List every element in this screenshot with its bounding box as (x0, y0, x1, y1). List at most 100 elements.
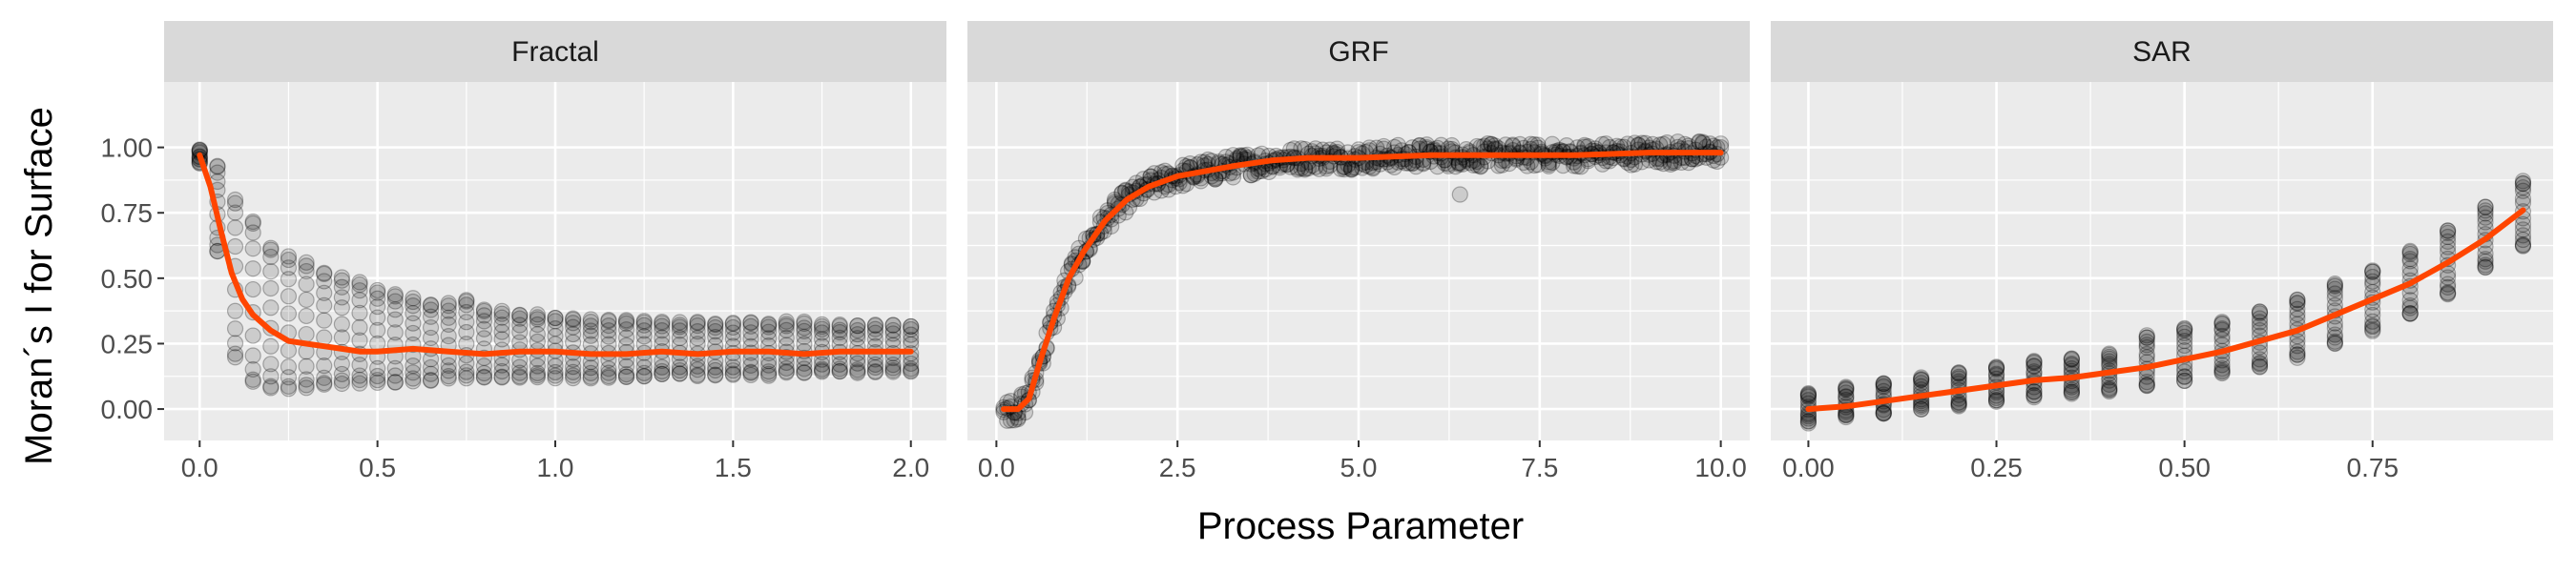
data-point (1987, 392, 2005, 409)
data-point (511, 317, 529, 334)
data-point (333, 289, 350, 306)
data-point (1386, 158, 1403, 176)
data-point (2477, 214, 2494, 231)
data-point (529, 326, 546, 343)
data-point (742, 315, 759, 332)
data-point (244, 371, 261, 388)
data-point (440, 316, 457, 334)
data-point (565, 315, 582, 332)
data-point (582, 322, 599, 339)
data-point (1987, 392, 2005, 409)
data-point (333, 356, 350, 373)
data-point (2440, 228, 2457, 246)
data-point (582, 370, 599, 387)
data-point (2213, 360, 2231, 378)
data-point (2289, 300, 2306, 317)
data-point (884, 363, 902, 380)
data-point (1913, 400, 1930, 418)
data-point (2101, 376, 2118, 393)
data-point (600, 317, 617, 335)
data-point (1950, 398, 1967, 415)
data-point (458, 303, 475, 321)
y-tick-label: 0.75 (101, 198, 154, 228)
data-point (2213, 314, 2231, 331)
data-point (1519, 157, 1536, 174)
data-point (316, 375, 333, 392)
data-point (226, 237, 244, 255)
data-point (903, 317, 920, 336)
data-point (884, 331, 902, 348)
data-point (369, 374, 386, 391)
data-point (458, 293, 475, 310)
data-point (475, 301, 493, 318)
data-point (903, 326, 920, 343)
data-point (2289, 346, 2306, 363)
x-tick-label: 0.0 (978, 453, 1015, 482)
data-point (2213, 362, 2231, 379)
data-point (2251, 355, 2269, 372)
data-point (405, 370, 422, 387)
data-point (1987, 358, 2005, 376)
data-point (1006, 412, 1023, 429)
data-point (1224, 147, 1242, 164)
data-point (475, 313, 493, 330)
y-tick-label: 0.25 (101, 329, 154, 358)
data-point (2289, 346, 2306, 363)
data-point (333, 329, 350, 346)
data-point (2138, 333, 2155, 351)
data-point (778, 359, 795, 378)
x-tick-label: 0.5 (359, 453, 396, 482)
data-point (280, 358, 298, 376)
data-point (2477, 198, 2494, 215)
data-point (2063, 381, 2080, 398)
data-point (2138, 338, 2155, 357)
data-point (458, 367, 475, 384)
data-point (386, 374, 404, 391)
data-point (565, 325, 582, 343)
data-point (1623, 156, 1640, 174)
data-point (2514, 179, 2532, 196)
data-point (2326, 319, 2343, 337)
data-point (742, 363, 759, 380)
data-point (2176, 368, 2193, 385)
data-point (866, 362, 884, 380)
data-point (1669, 133, 1687, 151)
data-point (565, 358, 582, 376)
data-point (1572, 158, 1589, 175)
data-point (369, 367, 386, 385)
data-point (2440, 276, 2457, 293)
data-point (903, 320, 920, 338)
data-point (600, 360, 617, 378)
data-point (1913, 370, 1930, 388)
data-point (689, 323, 706, 340)
data-point (2289, 294, 2306, 312)
data-point (1875, 375, 1892, 392)
data-point (778, 321, 795, 338)
data-point (671, 317, 689, 334)
data-point (422, 301, 440, 318)
data-point (458, 370, 475, 387)
scatter-points (191, 141, 920, 398)
data-point (796, 322, 813, 339)
data-point (2213, 315, 2231, 332)
data-point (2176, 333, 2193, 350)
data-point (547, 327, 564, 345)
data-point (671, 358, 689, 376)
data-point (2326, 275, 2343, 293)
data-point (1799, 388, 1818, 405)
data-point (226, 302, 244, 319)
data-point (386, 293, 404, 310)
data-point (351, 375, 368, 392)
data-point (1289, 161, 1306, 178)
data-point (635, 313, 653, 330)
data-point (796, 364, 813, 381)
data-point (600, 312, 617, 329)
data-point (369, 290, 386, 307)
x-tick-label: 10.0 (1694, 453, 1747, 482)
data-point (1913, 400, 1930, 418)
data-point (1875, 405, 1892, 422)
data-point (866, 358, 884, 377)
data-point (635, 322, 653, 339)
data-point (1242, 166, 1259, 184)
data-point (422, 318, 440, 337)
